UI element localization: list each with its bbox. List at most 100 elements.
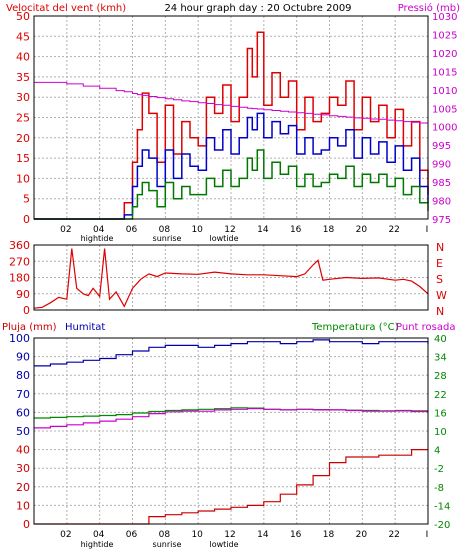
rain-humidity-temperature-panel: 0 10 20 30 40 50 60 70 80 90 100 -20 -14 -8 -2 4 10 16 22 2…	[9, 332, 450, 549]
series-line-average	[34, 112, 429, 220]
rain-humidity-y-tick-label: 40	[16, 444, 30, 457]
direction-y-tick-label: 270	[9, 255, 30, 268]
compass-label: W	[436, 289, 447, 302]
temperature-y-tick-label: -8	[434, 483, 444, 494]
x-tick-label: 12	[224, 530, 235, 540]
x-tick-label: 08	[159, 225, 171, 235]
rain-humidity-y-tick-label: 10	[16, 499, 30, 512]
temperature-y-tick-label: 28	[434, 371, 447, 382]
x-tick-label: 12	[224, 225, 235, 235]
rain-humidity-y-tick-label: 70	[16, 388, 30, 401]
temperature-y-tick-label: 10	[434, 427, 447, 438]
temperature-y-tick-label: 22	[434, 390, 447, 401]
x-tick-label: 06	[126, 530, 138, 540]
wind-y-tick-label: 40	[16, 51, 30, 64]
pressure-y-tick-label: 1000	[432, 123, 457, 134]
rain-humidity-y-tick-label: 20	[16, 481, 30, 494]
compass-label: N	[436, 305, 444, 318]
wind-y-tick-label: 30	[16, 91, 30, 104]
pressure-y-tick-label: 995	[432, 141, 451, 152]
x-tick-label: I	[426, 225, 429, 235]
plot-frame	[33, 244, 429, 311]
humidity-axis-title: Humitat	[65, 322, 105, 333]
x-tick-label: 20	[356, 530, 368, 540]
series-line-humidity	[34, 339, 429, 367]
x-tick-label: 14	[257, 530, 269, 540]
wind-y-tick-label: 20	[16, 132, 30, 145]
pressure-y-tick-label: 1005	[432, 104, 457, 115]
x-tick-label: 18	[323, 530, 335, 540]
x-tick-label: 10	[191, 225, 203, 235]
plot-frame	[33, 337, 429, 525]
wind-y-tick-label: 35	[16, 71, 30, 84]
direction-y-tick-label: 360	[9, 239, 30, 252]
x-tick-label: 16	[290, 225, 302, 235]
annotation-hightide: hightide	[81, 234, 114, 243]
rain-humidity-y-tick-label: 80	[16, 369, 30, 382]
annotation-sunrise: sunrise	[153, 234, 182, 243]
annotation-lowtide: lowtide	[209, 540, 238, 549]
plot-frame	[33, 15, 429, 220]
x-tick-label: 06	[126, 225, 138, 235]
pressure-y-tick-label: 1010	[432, 86, 457, 97]
temperature-axis-title: Temperatura (°C)	[311, 322, 399, 333]
direction-y-tick-label: 0	[23, 304, 30, 317]
compass-label: E	[436, 257, 443, 270]
x-tick-label: I	[426, 530, 429, 540]
x-tick-label: 14	[257, 225, 269, 235]
wind-y-tick-label: 0	[23, 213, 30, 226]
rain-humidity-y-tick-label: 50	[16, 425, 30, 438]
pressure-y-tick-label: 975	[432, 215, 451, 226]
pressure-y-tick-label: 1015	[432, 67, 457, 78]
x-tick-label: 04	[93, 530, 105, 540]
x-tick-label: 22	[388, 225, 399, 235]
compass-label: N	[436, 241, 444, 254]
temperature-y-tick-label: -14	[434, 501, 450, 512]
series-line-dewpoint	[34, 408, 429, 429]
series-line-low	[34, 149, 429, 220]
pressure-y-tick-label: 1020	[432, 49, 457, 60]
rain-axis-title: Pluja (mm)	[2, 322, 57, 333]
pressure-y-tick-label: 1025	[432, 30, 457, 41]
rain-humidity-y-tick-label: 100	[9, 332, 30, 345]
direction-y-tick-label: 180	[9, 272, 30, 285]
annotation-sunrise: sunrise	[153, 540, 182, 549]
x-tick-label: 04	[93, 225, 105, 235]
x-tick-label: 08	[159, 530, 171, 540]
x-tick-label: 10	[191, 530, 203, 540]
x-tick-label: 02	[60, 225, 71, 235]
rain-humidity-y-tick-label: 30	[16, 462, 30, 475]
x-tick-label: 16	[290, 530, 302, 540]
wind-y-tick-label: 15	[16, 152, 30, 165]
wind-pressure-panel: 0510152025303540455097598098599099510001…	[16, 10, 457, 243]
temperature-y-tick-label: 4	[434, 446, 440, 457]
rain-humidity-y-tick-label: 90	[16, 351, 30, 364]
x-tick-label: 02	[60, 530, 71, 540]
x-tick-label: 18	[323, 225, 335, 235]
annotation-lowtide: lowtide	[209, 234, 238, 243]
wind-y-tick-label: 45	[16, 30, 30, 43]
rain-humidity-y-tick-label: 0	[23, 518, 30, 531]
direction-y-tick-label: 90	[16, 288, 30, 301]
temperature-y-tick-label: -20	[434, 520, 450, 531]
pressure-y-tick-label: 1030	[432, 12, 457, 23]
pressure-axis-title: Pressió (mb)	[398, 2, 460, 14]
temperature-y-tick-label: 34	[434, 353, 447, 364]
annotation-hightide: hightide	[81, 540, 114, 549]
graph-title: 24 hour graph day : 20 Octubre 2009	[164, 3, 351, 14]
wind-speed-axis-title: Velocitat del vent (kmh)	[6, 3, 126, 14]
x-tick-label: 22	[388, 530, 399, 540]
pressure-y-tick-label: 990	[432, 160, 451, 171]
series-line-pressure	[34, 81, 428, 124]
x-tick-label: 20	[356, 225, 368, 235]
wind-y-tick-label: 10	[16, 172, 30, 185]
pressure-y-tick-label: 985	[432, 178, 451, 189]
wind-y-tick-label: 5	[23, 193, 30, 206]
pressure-y-tick-label: 980	[432, 197, 451, 208]
series-line-direction	[33, 248, 429, 309]
compass-label: S	[436, 273, 443, 286]
temperature-y-tick-label: 40	[434, 334, 447, 345]
dewpoint-axis-title: Punt rosada	[396, 322, 455, 333]
